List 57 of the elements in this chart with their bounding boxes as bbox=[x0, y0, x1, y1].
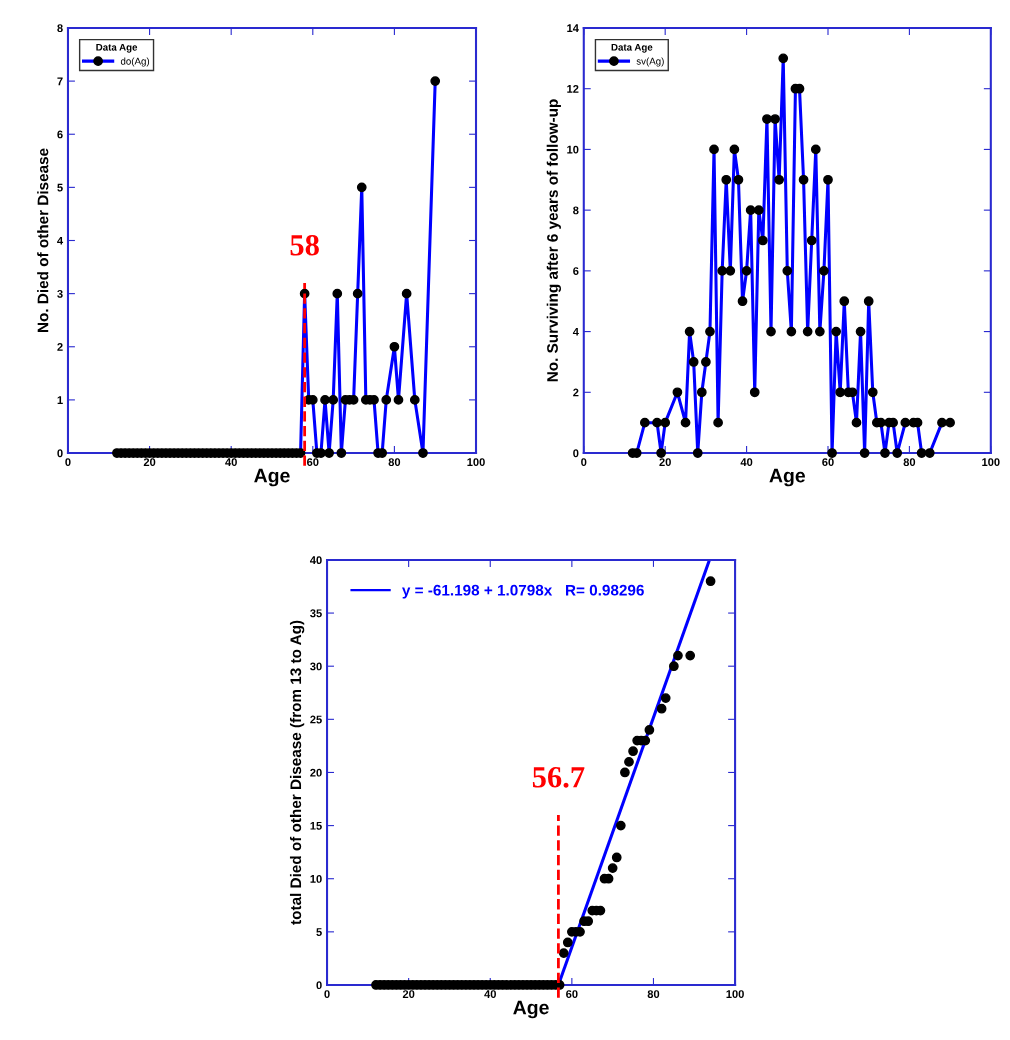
y-tick-label: 35 bbox=[310, 609, 322, 618]
y-tick-label: 15 bbox=[310, 821, 322, 830]
y-tick-label: 30 bbox=[310, 662, 322, 671]
x-tick-label: 40 bbox=[484, 990, 496, 999]
y-axis-title: No. Died of other Disease bbox=[37, 148, 49, 333]
ref-line-label: 56.7 bbox=[532, 766, 585, 788]
x-axis-title: Age bbox=[513, 1000, 549, 1019]
legend-label: sv(Ag) bbox=[636, 57, 664, 67]
y-tick-label: 6 bbox=[573, 267, 579, 275]
y-tick-label: 0 bbox=[316, 981, 322, 990]
y-tick-label: 1 bbox=[57, 396, 63, 404]
y-tick-label: 0 bbox=[573, 449, 579, 458]
legend-label: y = -61.198 + 1.0798x R= 0.98296 bbox=[402, 584, 644, 599]
x-tick-label: 40 bbox=[225, 458, 237, 467]
y-tick-label: 6 bbox=[57, 130, 63, 139]
y-tick-label: 10 bbox=[310, 874, 322, 883]
x-tick-label: 20 bbox=[659, 458, 671, 467]
x-tick-label: 60 bbox=[566, 990, 578, 999]
x-tick-label: 0 bbox=[581, 458, 587, 467]
x-tick-label: 80 bbox=[903, 458, 916, 467]
y-axis-title: total Died of other Disease (from 13 to Ag) bbox=[289, 620, 305, 925]
legend-title: Data Age bbox=[611, 43, 653, 53]
y-tick-label: 2 bbox=[57, 343, 63, 351]
x-tick-label: 80 bbox=[388, 458, 401, 467]
y-tick-label: 20 bbox=[310, 768, 322, 777]
x-tick-label: 40 bbox=[740, 458, 753, 467]
x-tick-label: 60 bbox=[822, 458, 834, 467]
y-axis-title: No. Surviving after 6 years of follow-up bbox=[546, 99, 562, 382]
y-tick-label: 5 bbox=[316, 928, 322, 936]
y-tick-label: 3 bbox=[57, 289, 63, 298]
x-tick-label: 100 bbox=[467, 458, 485, 467]
y-tick-label: 8 bbox=[57, 24, 63, 33]
y-tick-label: 7 bbox=[57, 77, 63, 86]
x-tick-label: 80 bbox=[647, 990, 660, 999]
x-tick-label: 100 bbox=[982, 458, 1000, 467]
x-tick-label: 0 bbox=[65, 458, 71, 467]
y-tick-label: 5 bbox=[57, 183, 63, 192]
legend-title: Data Age bbox=[96, 43, 138, 53]
x-tick-label: 60 bbox=[307, 458, 319, 467]
x-axis-title: Age bbox=[254, 468, 290, 487]
x-axis-title: Age bbox=[769, 468, 805, 487]
y-tick-label: 25 bbox=[310, 715, 322, 724]
y-tick-label: 10 bbox=[567, 145, 579, 154]
x-tick-label: 100 bbox=[726, 990, 744, 999]
y-tick-label: 2 bbox=[573, 388, 579, 397]
x-tick-label: 20 bbox=[402, 990, 415, 999]
ref-line-label: 58 bbox=[290, 234, 319, 256]
legend-label: do(Ag) bbox=[120, 57, 150, 67]
y-tick-label: 0 bbox=[57, 449, 63, 458]
y-tick-label: 14 bbox=[567, 24, 579, 32]
y-tick-label: 4 bbox=[572, 327, 579, 336]
y-tick-label: 40 bbox=[309, 556, 322, 565]
x-tick-label: 20 bbox=[143, 458, 156, 467]
x-tick-label: 0 bbox=[324, 990, 330, 999]
y-tick-label: 4 bbox=[57, 236, 64, 245]
y-tick-label: 8 bbox=[573, 206, 579, 215]
y-tick-label: 12 bbox=[567, 84, 579, 93]
